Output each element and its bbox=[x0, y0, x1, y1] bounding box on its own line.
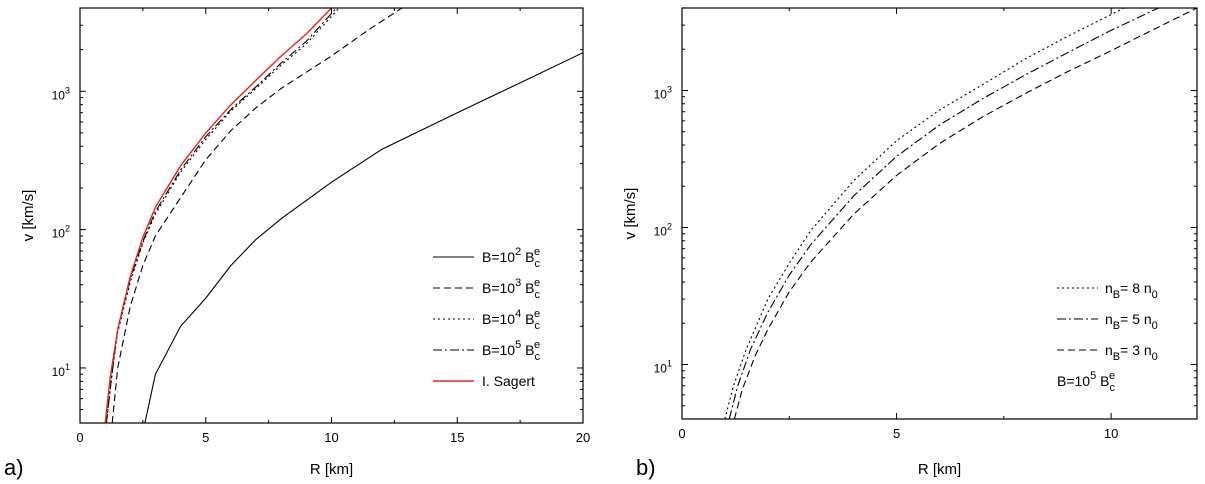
x-tick-label: 5 bbox=[202, 430, 209, 445]
y-tick-label: 101 bbox=[654, 358, 672, 375]
panel-label: a) bbox=[4, 455, 24, 480]
legend-label-1: B=103 Bce bbox=[482, 277, 540, 301]
series-line-0 bbox=[724, 8, 1125, 419]
legend: nB= 8 n0 nB= 5 n0 nB= 3 n0 B=105 Bce bbox=[1057, 280, 1158, 394]
y-tick-label: 103 bbox=[654, 84, 672, 101]
series-line-0 bbox=[144, 52, 583, 423]
y-axis-label: v [km/s] bbox=[20, 190, 37, 242]
y-tick-label: 102 bbox=[654, 221, 672, 238]
x-axis-label: R [km] bbox=[918, 461, 961, 478]
x-tick-label: 5 bbox=[893, 426, 900, 441]
series-line-1 bbox=[111, 8, 403, 423]
series-line-4 bbox=[104, 8, 333, 423]
series-group bbox=[104, 8, 583, 423]
y-axis-label: v [km/s] bbox=[622, 188, 639, 240]
legend-label-0: nB= 8 n0 bbox=[1105, 280, 1158, 301]
plot-frame bbox=[79, 7, 584, 424]
legend-label-2: nB= 3 n0 bbox=[1105, 342, 1158, 363]
y-tick-label: 101 bbox=[52, 362, 70, 379]
panel-a: 0 5 10 15 20 101 102 103 R [km] v [km/s] a) B=102 B… bbox=[4, 7, 590, 480]
legend: B=102 Bce B=103 Bce B=104 Bce B=105 Bce I. S… bbox=[433, 246, 540, 389]
x-tick-label: 10 bbox=[1104, 426, 1118, 441]
legend-label-2: B=104 Bce bbox=[482, 308, 540, 332]
plot-frame bbox=[681, 7, 1198, 420]
series-line-3 bbox=[105, 8, 337, 423]
x-axis-label: R [km] bbox=[310, 461, 353, 478]
y-tick-label: 102 bbox=[52, 224, 70, 241]
series-line-2 bbox=[105, 8, 340, 423]
x-tick-label: 10 bbox=[324, 430, 338, 445]
legend-label-1: nB= 5 n0 bbox=[1105, 311, 1158, 332]
x-tick-label: 20 bbox=[576, 430, 590, 445]
panel-label: b) bbox=[636, 455, 656, 480]
legend-label-4: I. Sagert bbox=[482, 373, 535, 389]
legend-label-3: B=105 Bce bbox=[482, 339, 540, 363]
series-group bbox=[724, 8, 1197, 419]
x-tick-label: 0 bbox=[76, 430, 83, 445]
x-tick-label: 0 bbox=[678, 426, 685, 441]
series-line-2 bbox=[733, 8, 1197, 419]
legend-label-0: B=102 Bce bbox=[482, 246, 540, 270]
series-line-1 bbox=[728, 8, 1159, 419]
x-tick-label: 15 bbox=[450, 430, 464, 445]
y-tick-label: 103 bbox=[52, 85, 70, 102]
annotation-text: B=105 Bce bbox=[1057, 370, 1115, 394]
